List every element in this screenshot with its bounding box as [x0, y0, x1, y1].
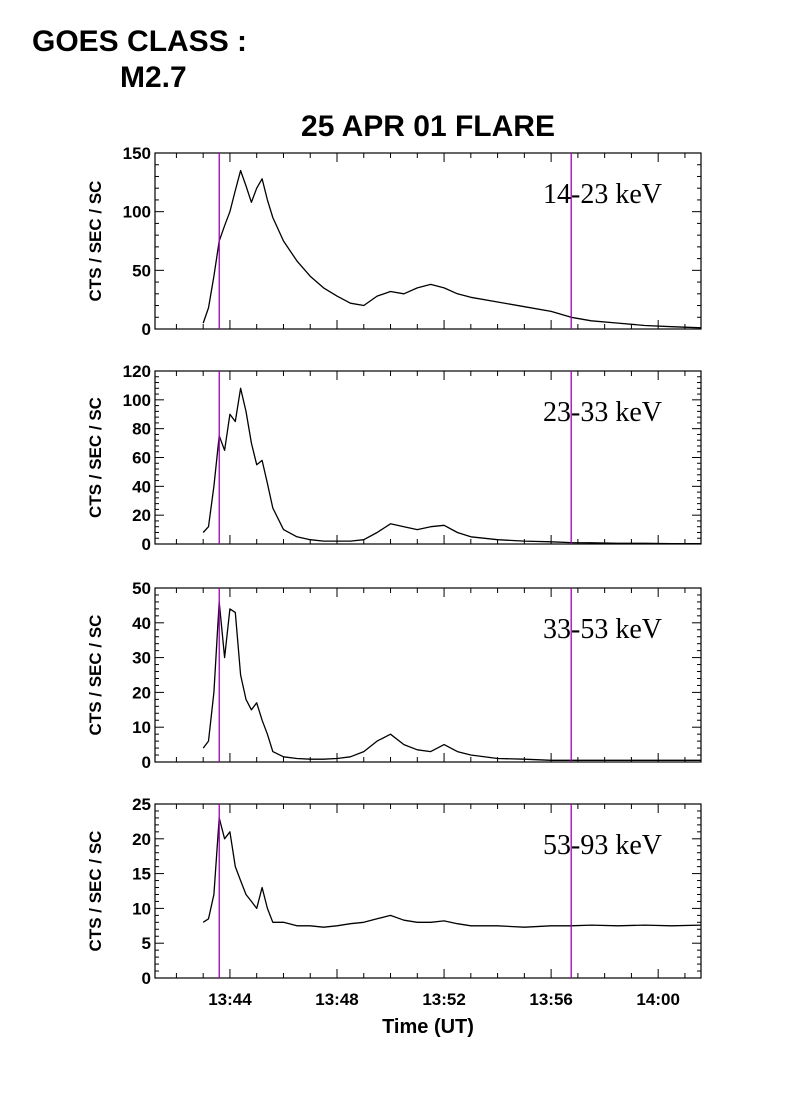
panel-4-ytick-label: 10 — [132, 899, 151, 918]
x-axis-label: Time (UT) — [382, 1016, 474, 1038]
x-tick-label: 14:00 — [636, 990, 679, 1009]
panel-3-y-axis-label: CTS / SEC / SC — [86, 615, 105, 736]
panel-4-y-axis-label: CTS / SEC / SC — [86, 831, 105, 952]
x-tick-label: 13:48 — [315, 990, 358, 1009]
x-tick-label: 13:56 — [529, 990, 572, 1009]
panel-2-ytick-label: 40 — [132, 477, 151, 496]
panel-1-series-line — [202, 169, 702, 329]
panel-2-ytick-label: 120 — [123, 362, 151, 381]
x-tick-label: 13:52 — [422, 990, 465, 1009]
panel-4-ytick-label: 25 — [132, 795, 151, 814]
panel-3-ytick-label: 10 — [132, 718, 151, 737]
goes-class-label: GOES CLASS : M2.7 — [32, 24, 247, 96]
goes-class-value: M2.7 — [120, 61, 187, 94]
panel-1-ytick-label: 100 — [123, 203, 151, 222]
panel-1-ytick-label: 150 — [123, 144, 151, 163]
panel-2-ytick-label: 20 — [132, 506, 151, 525]
panel-1-y-axis-label: CTS / SEC / SC — [86, 181, 105, 302]
panel-3-ytick-label: 0 — [142, 753, 151, 772]
panel-1-energy-band-label: 14-23 keV — [543, 179, 662, 210]
panel-1-ytick-label: 50 — [132, 261, 151, 280]
panel-4-ytick-label: 0 — [142, 969, 151, 988]
panel-4-energy-band-label: 53-93 keV — [543, 830, 662, 861]
panel-2-ytick-label: 60 — [132, 449, 151, 468]
panel-3-ytick-label: 20 — [132, 683, 151, 702]
x-tick-label: 13:44 — [208, 990, 252, 1009]
panel-4-ytick-label: 20 — [132, 830, 151, 849]
figure-title: 25 APR 01 FLARE — [301, 110, 555, 143]
panel-3-ytick-label: 40 — [132, 614, 151, 633]
panel-2-series-line — [202, 387, 701, 545]
panel-3-ytick-label: 50 — [132, 579, 151, 598]
panel-2-ytick-label: 0 — [142, 535, 151, 554]
panel-4-series-line — [202, 817, 702, 928]
panel-3-ytick-label: 30 — [132, 649, 151, 668]
panel-1-frame — [154, 152, 702, 330]
goes-class-heading: GOES CLASS : — [32, 25, 248, 58]
panel-1-ytick-label: 0 — [142, 320, 151, 339]
panel-2-ytick-label: 80 — [132, 420, 151, 439]
panel-4-frame — [154, 803, 702, 979]
panel-3-frame — [154, 587, 702, 763]
panel-3-series-line — [202, 601, 701, 761]
panel-4-ytick-label: 15 — [132, 865, 151, 884]
panel-2-y-axis-label: CTS / SEC / SC — [86, 397, 105, 518]
panel-2-ytick-label: 100 — [123, 391, 151, 410]
panel-4-ytick-label: 5 — [142, 934, 151, 953]
panel-2-energy-band-label: 23-33 keV — [543, 397, 662, 428]
panel-3-energy-band-label: 33-53 keV — [543, 614, 662, 645]
